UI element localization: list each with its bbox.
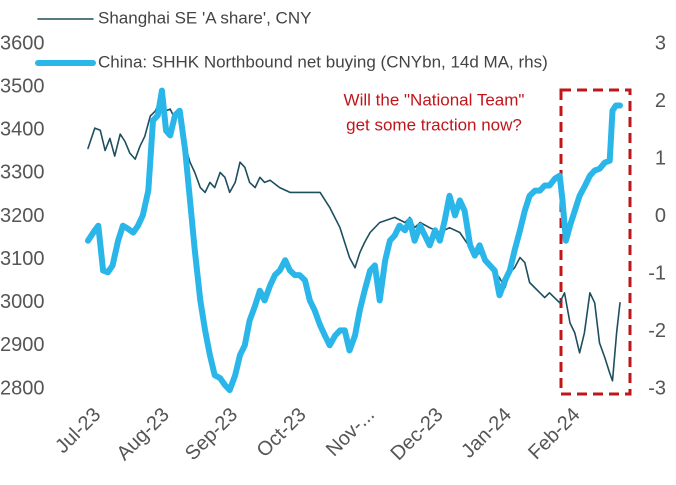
x-tick-label: Dec-23 — [386, 404, 447, 465]
y2-tick-label: 1 — [655, 147, 666, 169]
x-tick-label: Nov-... — [322, 404, 379, 461]
y-tick-label: 3500 — [0, 75, 45, 97]
annotation: get some traction now? — [346, 115, 522, 134]
y2-tick-label: -1 — [648, 262, 666, 284]
y-tick-label: 2800 — [0, 377, 45, 399]
y-tick-label: 3200 — [0, 205, 45, 227]
x-tick-label: Oct-23 — [253, 404, 311, 462]
y2-tick-label: 3 — [655, 32, 666, 54]
x-tick-label: Sep-23 — [181, 404, 242, 465]
x-tick-label: Feb-24 — [524, 404, 584, 464]
x-tick-label: Aug-23 — [113, 404, 174, 465]
annotation: Will the "National Team" — [344, 90, 525, 109]
legend-label: China: SHHK Northbound net buying (CNYbn… — [98, 52, 548, 71]
y-tick-label: 3600 — [0, 32, 45, 54]
x-tick-label: Jan-24 — [457, 404, 516, 463]
y-tick-label: 3300 — [0, 162, 45, 184]
legend-label: Shanghai SE 'A share', CNY — [98, 8, 311, 27]
y-tick-label: 3400 — [0, 119, 45, 141]
y2-tick-label: 0 — [655, 205, 666, 227]
y2-tick-label: 2 — [655, 90, 666, 112]
y2-tick-label: -3 — [648, 377, 666, 399]
x-tick-label: Jul-23 — [51, 404, 105, 458]
highlight-box — [559, 88, 632, 396]
y-tick-label: 3100 — [0, 248, 45, 270]
series-line — [85, 87, 623, 394]
y2-tick-label: -2 — [648, 320, 666, 342]
y-tick-label: 2900 — [0, 334, 45, 356]
y-tick-label: 3000 — [0, 291, 45, 313]
